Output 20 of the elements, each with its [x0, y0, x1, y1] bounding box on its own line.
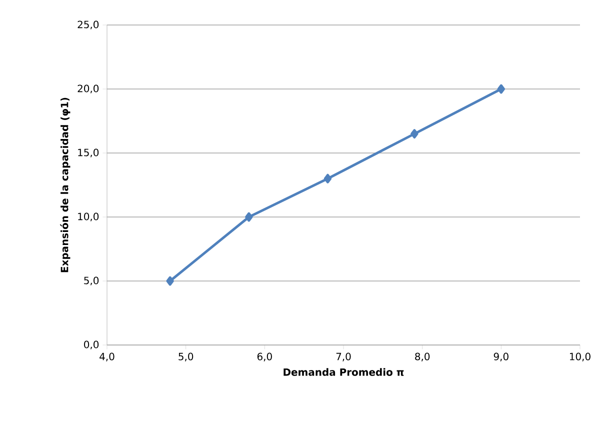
y-axis-title: Expansión de la capacidad (φ1) — [60, 98, 70, 272]
y-tick-label: 25,0 — [78, 20, 99, 30]
x-tick-label: 7,0 — [336, 352, 351, 362]
y-tick-label: 0,0 — [84, 340, 99, 350]
x-tick-label: 9,0 — [494, 352, 508, 362]
x-axis-title: Demanda Promedio π — [284, 368, 404, 376]
point — [245, 212, 253, 222]
point — [324, 174, 332, 184]
x-tick-label: 4,0 — [100, 352, 114, 362]
y-tick-label: 15,0 — [78, 148, 99, 158]
x-tick-label: 5,0 — [178, 352, 194, 362]
x-tick-label: 6,0 — [257, 352, 272, 362]
x-tick-label: 10,0 — [570, 352, 590, 362]
y-tick-label: 5,0 — [84, 276, 99, 286]
y-tick-label: 20,0 — [78, 84, 99, 94]
point — [410, 129, 418, 139]
point — [166, 276, 174, 286]
y-tick-label: 10,0 — [78, 212, 99, 222]
point — [497, 84, 506, 94]
x-tick-label: 8,0 — [415, 352, 430, 362]
